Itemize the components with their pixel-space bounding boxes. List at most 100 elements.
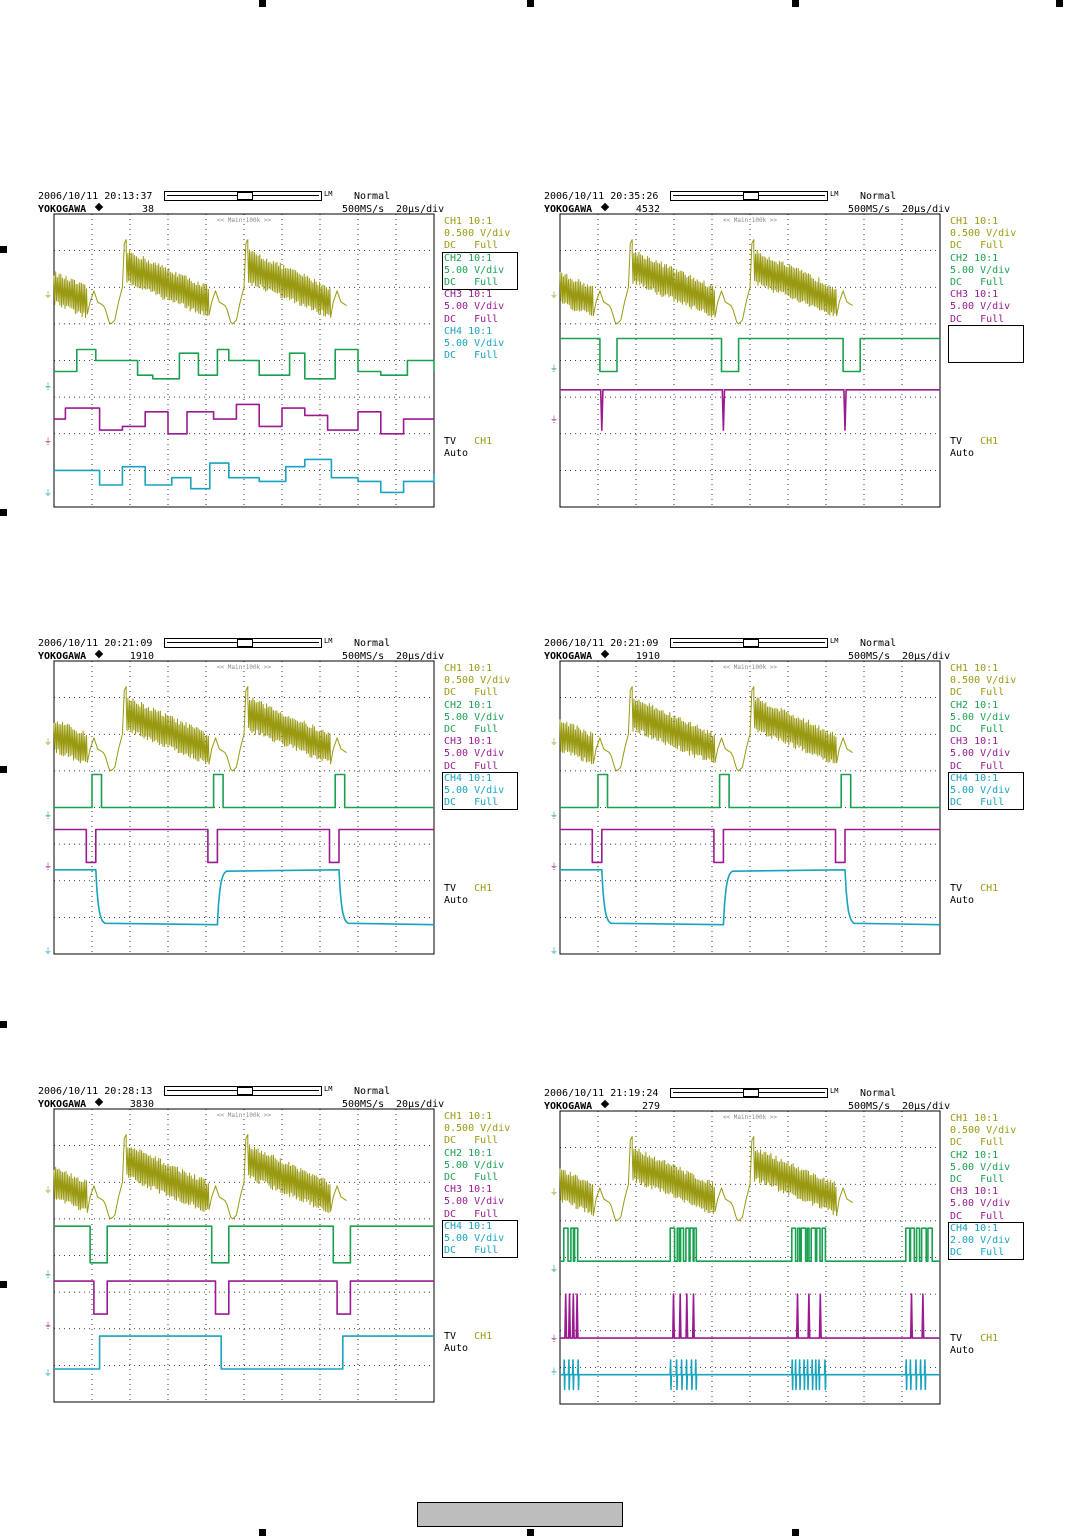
channel-vdiv: 5.00 V/div [444, 748, 505, 760]
channel-name: CH3 10:1 [444, 289, 493, 301]
channel-settings: CH1 10:1 0.500 V/div DC Full CH2 10:1 5.00 V… [444, 1111, 534, 1257]
registration-mark [527, 0, 534, 7]
trace-ch1 [53, 686, 347, 772]
registration-mark [527, 1529, 534, 1536]
channel-vdiv: 2.00 V/div [950, 1235, 1011, 1247]
scope-acq-count: 38 [141, 204, 154, 215]
channel-vdiv: 5.00 V/div [950, 1198, 1011, 1210]
registration-mark [1056, 0, 1063, 7]
channel-vdiv: 5.00 V/div [444, 338, 505, 350]
ground-marker-ch2: ⏚ [44, 382, 52, 391]
scope-brand: YOKOGAWA [544, 204, 593, 215]
scope-acq-count: 279 [641, 1101, 660, 1112]
trace-ch2 [560, 337, 940, 373]
channel-name: CH3 10:1 [950, 736, 999, 748]
ground-marker-ch3: ⏚ [44, 437, 52, 446]
ground-marker-ch3: ⏚ [550, 862, 558, 871]
scope-time-div: 20µs/div [902, 651, 951, 662]
trace-ch1 [559, 239, 853, 325]
scope-time-div: 20µs/div [396, 651, 445, 662]
scope-datetime: 2006/10/11 20:21:09 [38, 638, 153, 649]
scope-brand: YOKOGAWA [38, 204, 87, 215]
registration-mark [0, 1021, 7, 1028]
trigger-settings: TV CH1 Auto [950, 1333, 1040, 1357]
trace-ch4 [560, 1359, 940, 1391]
scope-brand: YOKOGAWA [544, 1101, 593, 1112]
channel-vdiv: 5.00 V/div [444, 1233, 505, 1245]
registration-mark [792, 0, 799, 7]
trigger-type: TV [444, 883, 475, 894]
waveform-screen: << Main:100k >> ⏚ ⏚ ⏚ ⏚ [44, 213, 435, 508]
channel-name: CH4 10:1 [950, 1222, 999, 1234]
lm-indicator: LM [830, 1087, 839, 1095]
selected-channel-box [948, 771, 1024, 810]
trigger-type: TV [950, 436, 981, 447]
selected-channel-box [442, 1219, 518, 1258]
trigger-settings: TV CH1 Auto [444, 883, 534, 907]
scope-datetime: 2006/10/11 21:19:24 [544, 1088, 659, 1099]
channel-settings: CH1 10:1 0.500 V/div DC Full CH2 10:1 5.00 V… [444, 663, 534, 809]
ground-marker-ch3: ⏚ [44, 1321, 52, 1330]
registration-mark [0, 246, 7, 253]
ground-marker-ch3: ⏚ [550, 1334, 558, 1343]
channel-name: CH1 10:1 [444, 216, 493, 227]
channel-coupling: DC Full [950, 277, 1005, 289]
channel-vdiv: 0.500 V/div [444, 228, 511, 240]
trace-ch1 [53, 1134, 347, 1220]
scope-trigger-mode: Normal [860, 1088, 897, 1099]
waveform-screen: << Main:100k >> ⏚ ⏚ ⏚ ⏚ [44, 660, 435, 955]
channel-name: CH2 10:1 [950, 699, 999, 711]
ground-marker-ch4: ⏚ [44, 946, 52, 955]
channel-coupling: DC Full [950, 1247, 1005, 1259]
scope-panel: 2006/10/11 20:13:37 YOKOGAWA 38 LM Normal 500… [38, 190, 538, 520]
ground-marker-ch4: ⏚ [44, 1369, 52, 1378]
waveform-screen: << Main:100k >> ⏚ ⏚ ⏚ [550, 213, 941, 508]
channel-coupling: DC Full [444, 1135, 499, 1147]
scope-datetime: 2006/10/11 20:13:37 [38, 191, 153, 202]
trace-ch4 [54, 1335, 434, 1370]
trace-ch2 [54, 1225, 434, 1264]
channel-name: CH2 10:1 [444, 699, 493, 711]
channel-name: CH3 10:1 [444, 736, 493, 748]
scope-trigger-mode: Normal [860, 638, 897, 649]
record-position-bar [670, 638, 828, 648]
main-zoom-label: << Main:100k >> [217, 1112, 272, 1119]
registration-mark [0, 1281, 7, 1288]
ground-marker-ch4: ⏚ [550, 1367, 558, 1376]
trace-ch3 [54, 1280, 434, 1315]
channel-coupling: DC Full [950, 724, 1005, 736]
scope-time-div: 20µs/div [902, 1101, 951, 1112]
main-zoom-label: << Main:100k >> [723, 664, 778, 671]
record-position-bar [670, 191, 828, 201]
trigger-settings: TV CH1 Auto [950, 883, 1040, 907]
trace-ch3 [560, 1293, 940, 1339]
trace-ch1 [53, 239, 347, 325]
ground-marker-ch3: ⏚ [550, 415, 558, 424]
channel-coupling: DC Full [444, 797, 499, 809]
trigger-source: CH1 [980, 883, 999, 894]
channel-vdiv: 5.00 V/div [950, 264, 1011, 276]
channel-coupling: DC Full [444, 277, 499, 289]
channel-name: CH4 10:1 [444, 1220, 493, 1232]
channel-vdiv: 5.00 V/div [950, 748, 1011, 760]
trigger-type: TV [444, 436, 475, 447]
trigger-settings: TV CH1 Auto [444, 436, 534, 460]
ground-marker-ch2: ⏚ [44, 1270, 52, 1279]
channel-coupling: DC Full [950, 240, 1005, 252]
scope-trigger-mode: Normal [354, 638, 391, 649]
ground-marker-ch1: ⏚ [550, 291, 558, 300]
channel-vdiv: 0.500 V/div [444, 1123, 511, 1135]
trace-ch4 [560, 869, 941, 926]
ground-marker-ch4: ⏚ [44, 488, 52, 497]
channel-vdiv: 5.00 V/div [444, 1159, 505, 1171]
ground-marker-ch2: ⏚ [550, 1264, 558, 1273]
record-position-bar [164, 191, 322, 201]
scope-time-div: 20µs/div [902, 204, 951, 215]
channel-name: CH2 10:1 [444, 252, 493, 264]
channel-vdiv: 5.00 V/div [444, 785, 505, 797]
channel-coupling: DC Full [444, 313, 499, 325]
trigger-source: CH1 [474, 436, 493, 447]
trigger-settings: TV CH1 Auto [444, 1331, 534, 1355]
ground-marker-ch2: ⏚ [550, 811, 558, 820]
channel-coupling: DC Full [444, 240, 499, 252]
